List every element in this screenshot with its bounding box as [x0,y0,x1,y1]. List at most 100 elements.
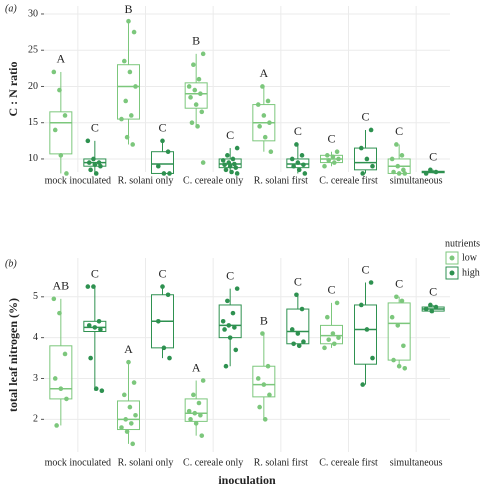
significance-letter: C [395,277,403,291]
point [326,337,332,342]
point [119,116,124,122]
point [165,292,171,298]
point [255,376,261,381]
point [391,169,396,175]
point [129,421,134,426]
point [200,378,206,383]
significance-letter: C [429,285,437,299]
point [222,162,227,168]
point [332,341,337,347]
point [291,163,296,169]
point [127,404,133,410]
point [119,425,124,430]
point [186,408,192,414]
point [227,163,233,169]
point [123,98,128,104]
significance-letter: C [226,268,234,282]
legend-title: nutrients [445,238,480,249]
point [92,325,98,330]
point [192,410,198,416]
box [49,111,73,155]
point [360,171,366,176]
point [227,335,233,340]
point [255,102,261,107]
point [394,142,399,147]
point [232,325,237,330]
x-tick-label: simultaneous [390,457,443,468]
significance-letter: C [395,124,403,138]
point [133,412,138,418]
point [160,138,165,144]
point [289,327,295,332]
point [423,171,429,176]
point [88,355,93,361]
point [96,319,102,324]
point [291,341,296,347]
significance-letter: C [158,121,166,135]
x-axis-label: inoculation [218,473,276,487]
point [262,134,268,140]
point [394,294,399,300]
y-tick-label: 4 [33,332,38,343]
point [62,113,68,118]
point [64,171,69,176]
significance-letter: A [56,52,65,66]
point [257,404,262,410]
point [296,343,302,349]
box [286,308,310,345]
point [124,429,130,434]
point [58,386,64,391]
point [326,158,332,163]
point [156,319,161,324]
point [429,308,435,314]
point [129,113,134,118]
point [160,284,165,289]
point [225,298,230,304]
significance-letter: B [192,34,200,48]
point [396,171,402,176]
point [433,169,439,175]
point [289,156,295,162]
point [131,380,137,385]
point [93,386,99,391]
point [389,314,395,320]
point [192,87,198,93]
point [234,286,240,291]
point [402,171,408,176]
point [222,327,227,332]
y-tick-label: 25 [28,45,38,56]
point [295,160,301,165]
point [262,417,268,422]
significance-letter: C [158,266,166,280]
box [387,302,411,361]
box [252,365,276,398]
point [389,156,395,162]
legend-label: low [462,252,478,263]
point [58,153,64,158]
point [226,160,232,165]
y-tick-label: 2 [33,414,38,425]
point [229,169,234,175]
point [336,335,341,340]
point [368,127,374,133]
significance-letter: B [260,313,268,327]
point [126,18,131,24]
point [302,171,308,176]
point [234,171,240,176]
point [92,162,98,168]
x-tick-label: R. solani only [118,457,174,468]
significance-letter: C [429,150,437,164]
point [193,102,199,107]
point [91,284,96,289]
point [230,156,236,162]
point [122,392,127,398]
point [188,95,193,100]
legend-swatch [449,255,455,261]
point [334,149,340,155]
point [396,363,402,369]
point [220,158,226,163]
point [54,423,59,428]
point [127,69,133,75]
point [57,87,62,93]
point [257,124,262,129]
